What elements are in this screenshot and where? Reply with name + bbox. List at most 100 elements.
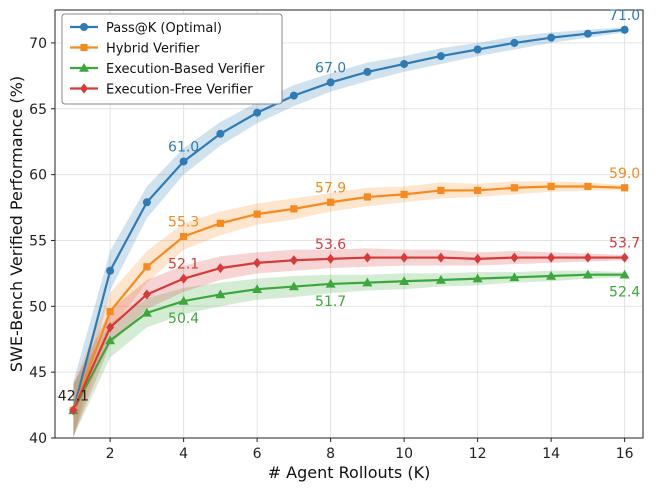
data-point — [547, 182, 555, 191]
data-point — [437, 186, 445, 195]
data-point — [180, 232, 188, 241]
data-point — [216, 129, 225, 138]
data-point — [179, 273, 188, 284]
data-label: 53.7 — [609, 236, 640, 252]
x-tick-label: 16 — [616, 446, 634, 462]
data-point — [362, 277, 373, 287]
data-label: 67.0 — [315, 60, 346, 76]
y-axis-label: SWE-Bench Verified Performance (%) — [7, 76, 26, 372]
data-point — [584, 182, 592, 191]
data-label: 51.7 — [315, 294, 346, 310]
data-point — [583, 29, 592, 38]
data-point — [510, 38, 519, 47]
data-point — [106, 322, 115, 333]
data-label: 57.9 — [315, 180, 346, 196]
data-point — [620, 252, 629, 263]
x-tick-label: 8 — [326, 446, 335, 462]
data-point — [400, 59, 409, 68]
data-point — [435, 274, 446, 284]
y-tick-label: 45 — [29, 365, 47, 381]
data-point — [546, 271, 557, 280]
data-point — [400, 190, 408, 198]
y-tick-label: 40 — [29, 431, 47, 447]
data-point — [621, 184, 629, 192]
y-tick-label: 55 — [29, 233, 47, 249]
data-point — [252, 284, 263, 293]
series-line — [72, 185, 625, 411]
data-point — [583, 252, 592, 263]
data-point — [472, 273, 483, 283]
series-line — [72, 273, 625, 411]
y-tick-label: 65 — [29, 102, 47, 118]
data-point — [289, 91, 298, 100]
data-point — [216, 219, 224, 227]
legend-entry: Pass@K (Optimal) — [106, 21, 222, 36]
data-point — [510, 184, 518, 192]
legend-entry: Hybrid Verifier — [106, 42, 200, 57]
legend-entry: Execution-Free Verifier — [106, 83, 253, 98]
data-point — [69, 405, 78, 416]
data-point — [215, 289, 226, 299]
y-tick-label: 60 — [29, 168, 47, 184]
data-point — [143, 263, 151, 271]
series-band — [73, 27, 625, 440]
data-point — [363, 67, 372, 76]
confidence-bands — [73, 27, 625, 440]
grid — [55, 10, 643, 439]
data-label: 52.1 — [168, 257, 199, 273]
data-point — [142, 198, 151, 207]
y-tick-label: 70 — [29, 36, 47, 52]
data-label: 53.6 — [315, 237, 346, 253]
x-tick-label: 2 — [106, 446, 115, 462]
data-label: 50.4 — [168, 311, 199, 327]
legend-entry: Execution-Based Verifier — [106, 62, 265, 77]
data-point — [141, 307, 152, 317]
data-point — [547, 252, 556, 263]
data-point — [509, 272, 520, 282]
data-label: 71.0 — [609, 8, 640, 24]
data-point — [400, 252, 409, 263]
plot-frame — [54, 9, 644, 439]
data-point — [436, 52, 445, 61]
data-point — [105, 335, 116, 345]
series-line — [72, 256, 625, 411]
y-tick-label: 50 — [29, 299, 47, 315]
x-tick-label: 12 — [469, 446, 487, 462]
x-tick-label: 6 — [253, 446, 262, 462]
data-point — [178, 296, 189, 305]
data-point — [216, 263, 225, 274]
data-point — [510, 252, 519, 263]
data-point — [253, 108, 262, 117]
data-point — [142, 289, 151, 300]
data-point — [363, 193, 371, 201]
data-point — [474, 186, 482, 195]
data-point — [436, 252, 445, 263]
series-line — [72, 28, 625, 411]
data-point — [327, 198, 335, 206]
data-point — [399, 276, 410, 286]
data-labels: 61.0 67.0 71.0 55.3 57.9 59.0 52.1 53.6 53.7 50.4… — [58, 8, 641, 405]
data-point — [288, 281, 299, 291]
x-axis-label: # Agent Rollouts (K) — [268, 463, 431, 482]
data-label: 55.3 — [168, 215, 199, 231]
data-point — [179, 157, 188, 166]
x-tick-label: 10 — [395, 446, 413, 462]
data-label: 61.0 — [168, 139, 199, 155]
x-tick-label: 14 — [542, 446, 560, 462]
data-point — [253, 257, 262, 268]
data-label: 59.0 — [609, 166, 640, 182]
data-point — [326, 253, 335, 264]
data-point — [106, 307, 114, 316]
data-point — [326, 78, 335, 87]
legend-box — [61, 13, 283, 105]
legend-swatch-marker — [79, 63, 89, 72]
legend-swatch-marker — [80, 83, 88, 94]
data-point — [106, 266, 115, 275]
data-point — [325, 278, 336, 288]
data-point — [473, 253, 482, 264]
legend: Pass@K (Optimal) Hybrid Verifier Execution… — [61, 13, 283, 105]
data-point — [473, 45, 482, 54]
series-lines — [72, 28, 625, 411]
data-label: 42.1 — [58, 388, 89, 404]
